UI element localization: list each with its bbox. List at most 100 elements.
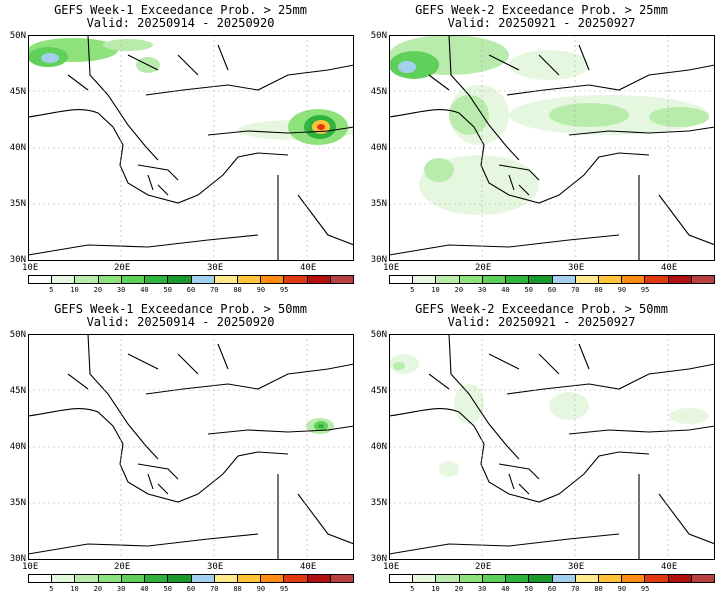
- colorbar-label: 40: [140, 585, 149, 593]
- colorbar-label: 80: [594, 286, 603, 294]
- map-area: [28, 334, 354, 560]
- colorbar-label: 30: [477, 286, 487, 294]
- map-panel-week1-25mm: GEFS Week-1 Exceedance Prob. > 25mm Vali…: [0, 0, 361, 299]
- lat-label: 45N: [370, 386, 387, 396]
- panel-valid-dates: Valid: 20250921 - 20250927: [447, 315, 636, 329]
- colorbar-swatch: [237, 575, 262, 582]
- colorbar-swatch: [145, 276, 169, 283]
- colorbar-label: 90: [617, 286, 627, 294]
- colorbar-swatch: [390, 276, 414, 283]
- lat-label: 50N: [9, 31, 26, 41]
- colorbar-swatch: [668, 575, 692, 582]
- lat-label: 30N: [370, 255, 387, 265]
- colorbar-swatch: [529, 575, 553, 582]
- colorbar-label: 90: [256, 286, 266, 294]
- lat-label: 40N: [370, 442, 387, 452]
- panel-valid-dates: Valid: 20250914 - 20250920: [86, 315, 275, 329]
- colorbar-label: 40: [140, 286, 149, 294]
- colorbar-swatch: [307, 575, 331, 582]
- colorbar-swatch: [622, 276, 646, 283]
- colorbar-label: 30: [116, 286, 126, 294]
- colorbar-label: 10: [431, 585, 440, 593]
- colorbar-swatch: [52, 276, 76, 283]
- panel-title: GEFS Week-2 Exceedance Prob. > 25mm: [415, 3, 668, 17]
- colorbar-swatch: [237, 276, 262, 283]
- colorbar-label: 5: [410, 286, 415, 294]
- colorbar-swatch: [436, 575, 460, 582]
- colorbar-swatch: [75, 276, 99, 283]
- colorbar-swatch: [645, 575, 669, 582]
- colorbar-swatch: [482, 575, 507, 582]
- lon-label: 10E: [22, 263, 39, 273]
- map-panel-week2-50mm: GEFS Week-2 Exceedance Prob. > 50mm Vali…: [361, 299, 722, 598]
- colorbar-swatch: [121, 276, 146, 283]
- colorbar-swatch: [330, 276, 354, 283]
- colorbar-swatch: [214, 575, 238, 582]
- lon-label: 30E: [568, 263, 585, 273]
- colorbar-swatch: [284, 276, 308, 283]
- map-svg: [389, 334, 715, 560]
- panel-valid-dates: Valid: 20250914 - 20250920: [86, 16, 275, 30]
- map-svg: [28, 334, 354, 560]
- colorbar-label: 30: [477, 585, 487, 593]
- lat-label: 40N: [370, 143, 387, 153]
- colorbar-label: 20: [454, 286, 464, 294]
- map-area: [389, 334, 715, 560]
- colorbar-swatch: [575, 276, 599, 283]
- colorbar-swatch: [552, 276, 576, 283]
- probability-shading: [306, 418, 334, 434]
- lat-label: 35N: [9, 498, 26, 508]
- panel-title: GEFS Week-1 Exceedance Prob. > 25mm: [54, 3, 307, 17]
- colorbar-label: 70: [571, 585, 580, 593]
- colorbar-label: 5: [49, 585, 54, 593]
- colorbar-label: 50: [163, 286, 172, 294]
- colorbar-swatch: [506, 276, 530, 283]
- colorbar-label: 40: [501, 585, 510, 593]
- colorbar-label: 90: [256, 585, 266, 593]
- probability-shading: [389, 35, 709, 215]
- colorbar-swatch: [261, 575, 285, 582]
- colorbar-label: 10: [70, 286, 79, 294]
- colorbar-label: 95: [279, 585, 289, 593]
- colorbar-label: 70: [571, 286, 580, 294]
- colorbar-label: 50: [163, 585, 172, 593]
- lon-label: 20E: [114, 562, 131, 572]
- colorbar-swatch: [552, 575, 576, 582]
- lat-label: 40N: [9, 442, 26, 452]
- colorbar-swatch: [436, 276, 460, 283]
- colorbar-swatch: [691, 276, 715, 283]
- map-panel-week2-25mm: GEFS Week-2 Exceedance Prob. > 25mm Vali…: [361, 0, 722, 299]
- colorbar-label: 80: [233, 585, 242, 593]
- colorbar: [389, 574, 715, 583]
- lat-label: 35N: [370, 498, 387, 508]
- lon-label: 30E: [568, 562, 585, 572]
- colorbar-swatch: [121, 575, 146, 582]
- lon-label: 40E: [300, 263, 317, 273]
- colorbar-swatch: [598, 575, 623, 582]
- colorbar-label: 70: [210, 585, 219, 593]
- colorbar: [389, 275, 715, 284]
- colorbar-swatch: [261, 276, 285, 283]
- colorbar-swatch: [168, 575, 192, 582]
- colorbar-swatch: [284, 575, 308, 582]
- colorbar-swatch: [668, 276, 692, 283]
- colorbar: [28, 275, 354, 284]
- panel-valid-dates: Valid: 20250921 - 20250927: [447, 16, 636, 30]
- colorbar-label: 20: [93, 585, 103, 593]
- colorbar-label: 70: [210, 286, 219, 294]
- colorbar-label: 50: [524, 585, 533, 593]
- colorbar-label: 60: [186, 585, 196, 593]
- lat-label: 50N: [370, 330, 387, 340]
- colorbar-label: 50: [524, 286, 533, 294]
- map-area: [28, 35, 354, 261]
- map-panel-week1-50mm: GEFS Week-1 Exceedance Prob. > 50mm Vali…: [0, 299, 361, 598]
- lat-label: 50N: [370, 31, 387, 41]
- colorbar-swatch: [390, 575, 414, 582]
- lon-label: 40E: [661, 263, 678, 273]
- panel-title: GEFS Week-1 Exceedance Prob. > 50mm: [54, 302, 307, 316]
- colorbar-swatch: [98, 276, 122, 283]
- colorbar-label: 20: [454, 585, 464, 593]
- colorbar-swatch: [52, 575, 76, 582]
- lon-label: 30E: [207, 263, 224, 273]
- colorbar-swatch: [459, 575, 483, 582]
